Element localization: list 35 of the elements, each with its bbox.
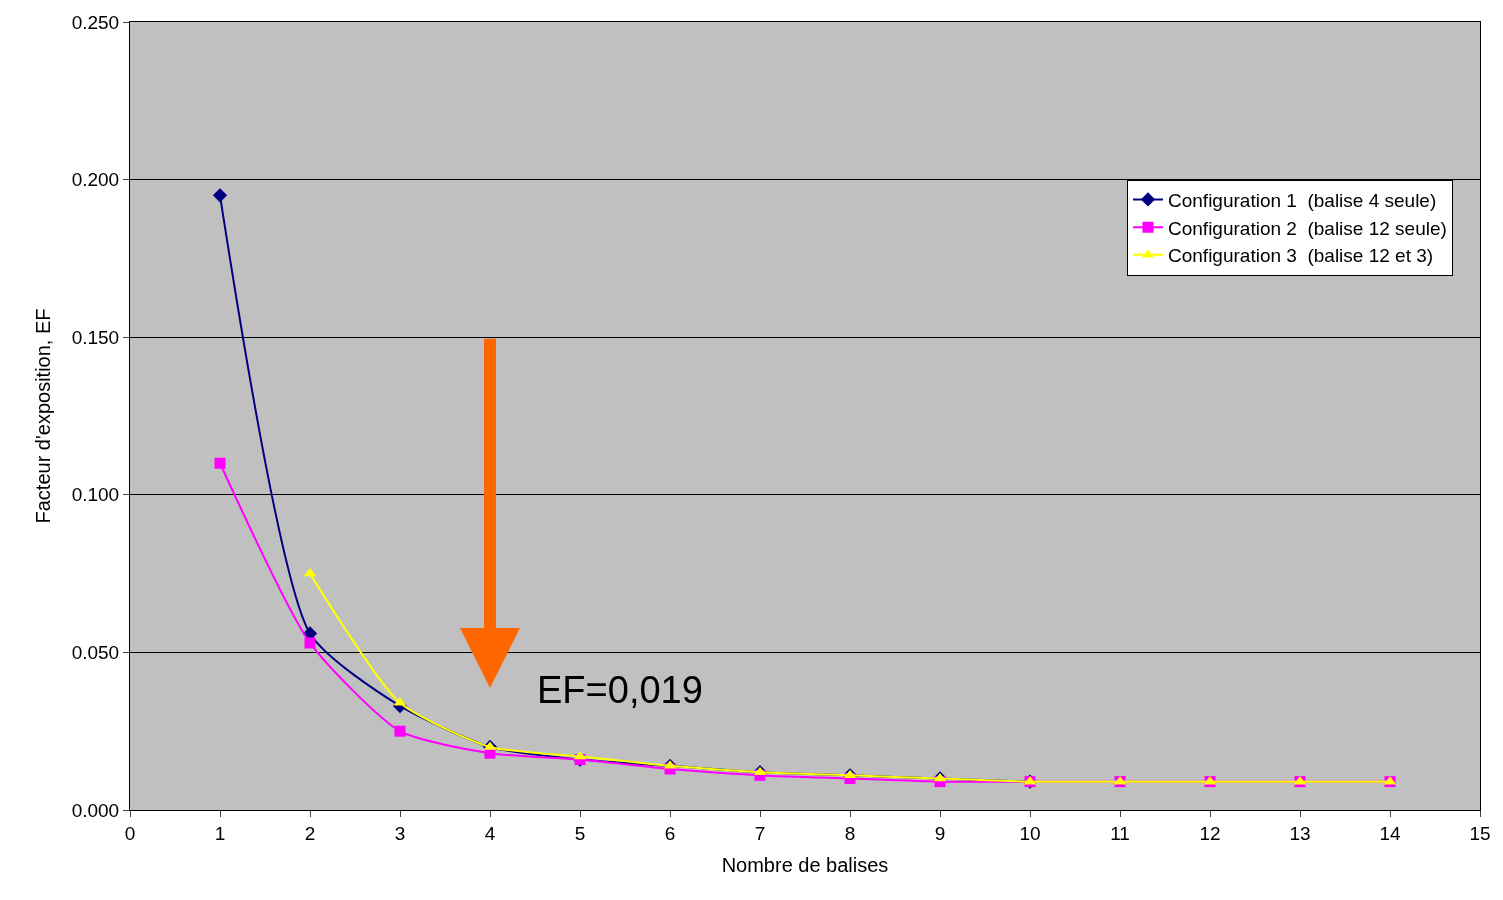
x-tick-label: 12 bbox=[1199, 822, 1221, 844]
x-tick-label: 8 bbox=[844, 822, 856, 844]
point bbox=[573, 750, 587, 760]
y-tick-label: 0.200 bbox=[71, 169, 120, 191]
x-tick-label: 14 bbox=[1379, 822, 1401, 844]
x-tick-label: 4 bbox=[484, 822, 496, 844]
x-tick-label: 5 bbox=[574, 822, 586, 844]
annotation: EF=0,019 bbox=[537, 669, 703, 711]
legend-label: Configuration 2 (balise 12 seule) bbox=[1168, 217, 1447, 239]
x-tick-label: 3 bbox=[394, 822, 406, 844]
point bbox=[933, 772, 947, 782]
y-axis-title: Facteur d'exposition, EF bbox=[32, 308, 55, 524]
point bbox=[212, 188, 228, 203]
y-tick-label: 0.150 bbox=[71, 326, 120, 348]
x-tick-label: 13 bbox=[1289, 822, 1311, 844]
point bbox=[843, 769, 857, 779]
x-tick-label: 15 bbox=[1469, 822, 1491, 844]
x-tick-label: 1 bbox=[214, 822, 226, 844]
x-tick-label: 11 bbox=[1110, 822, 1130, 844]
x-tick-label: 10 bbox=[1019, 822, 1041, 844]
point bbox=[214, 457, 226, 469]
x-axis-title: Nombre de balises bbox=[721, 854, 889, 877]
x-tick-label: 2 bbox=[304, 822, 316, 844]
point bbox=[304, 637, 316, 649]
legend-label: Configuration 3 (balise 12 et 3) bbox=[1168, 245, 1434, 267]
y-tick-label: 0.000 bbox=[71, 799, 120, 821]
y-tick-label: 0.250 bbox=[71, 11, 120, 33]
x-tick-label: 0 bbox=[124, 822, 136, 844]
legend-label: Configuration 1 (balise 4 seule) bbox=[1168, 189, 1437, 211]
x-tick-label: 6 bbox=[664, 822, 676, 844]
y-tick-label: 0.050 bbox=[71, 642, 120, 664]
x-tick-label: 9 bbox=[934, 822, 946, 844]
point bbox=[394, 725, 406, 737]
x-tick-label: 7 bbox=[754, 822, 766, 844]
y-tick-label: 0.100 bbox=[71, 484, 120, 506]
